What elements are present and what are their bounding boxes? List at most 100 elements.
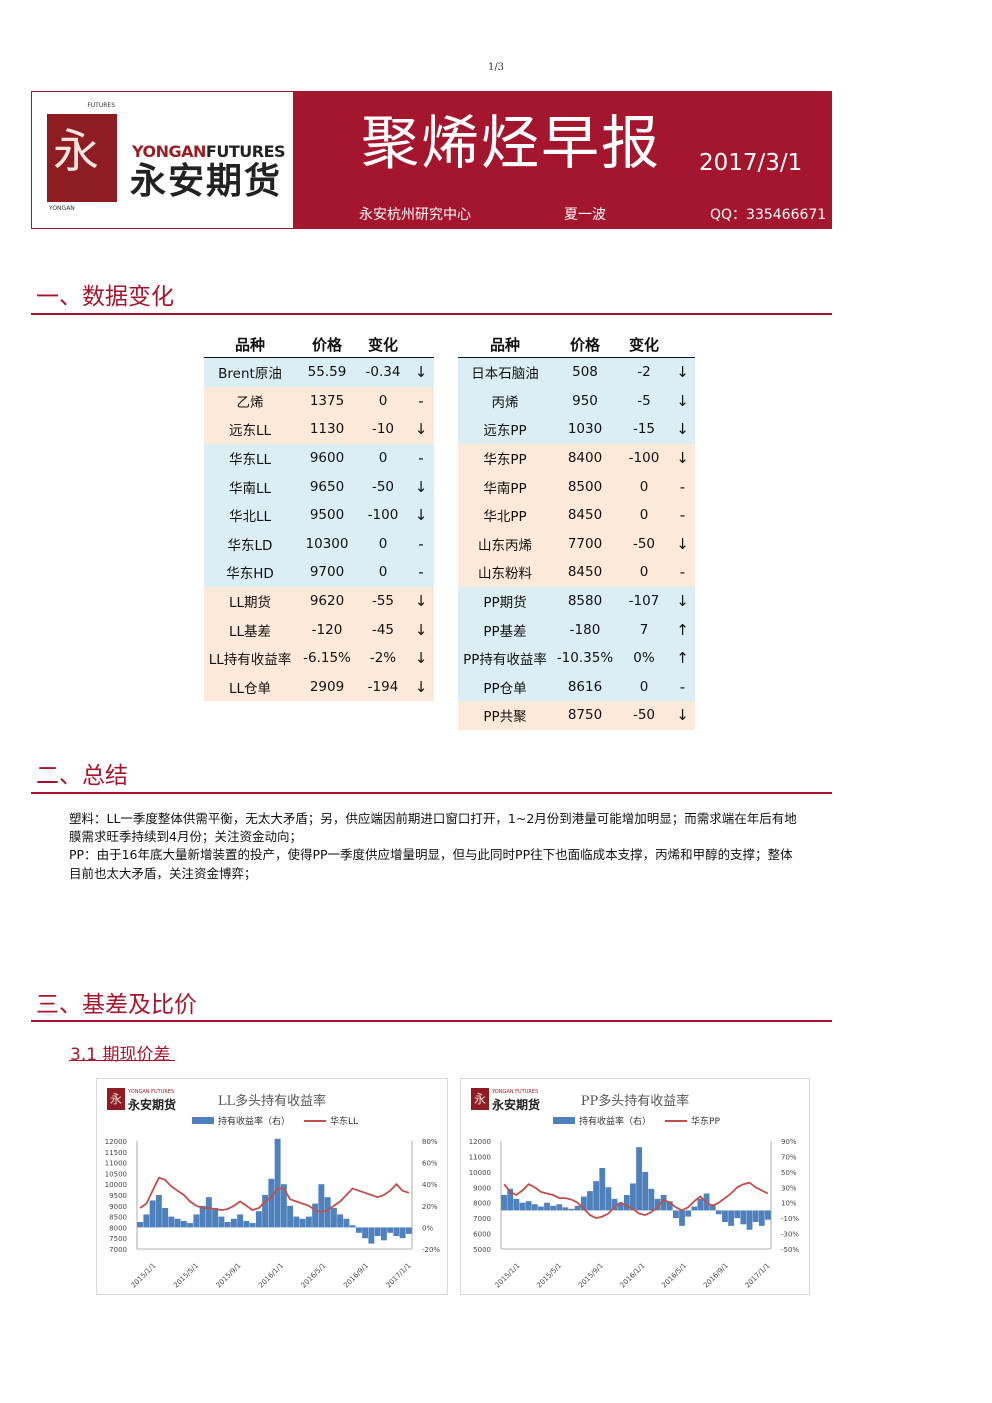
legend-line-swatch bbox=[665, 1119, 688, 1122]
report-header: FUTURES 永 YONGAN YONGANFUTURES 永安期货 聚烯烃早… bbox=[31, 91, 832, 229]
left-data-table: 品种 价格 变化 Brent原油 55.59 -0.34 ↓ 乙烯 1375 0- 远东LL 1… bbox=[204, 332, 434, 702]
y-left-tick-label: 7000 bbox=[109, 1246, 127, 1254]
bar-mark bbox=[262, 1195, 269, 1228]
cell-arrow: - bbox=[670, 558, 695, 587]
col-header-arrow bbox=[408, 332, 434, 358]
y-left-tick-label: 9000 bbox=[109, 1203, 127, 1211]
cell-name: 华东LL bbox=[204, 443, 296, 473]
table-row: 远东PP 1030 -15 ↓ bbox=[458, 415, 695, 444]
bar-mark bbox=[599, 1168, 606, 1211]
bar-mark bbox=[249, 1223, 256, 1228]
cell-price: -180 bbox=[552, 615, 618, 644]
table-row: 华东PP 8400 -100 ↓ bbox=[458, 443, 695, 473]
cell-change: 0% bbox=[618, 643, 670, 673]
x-tick-label: 2016/1/1 bbox=[257, 1262, 285, 1290]
cell-change: 0 bbox=[358, 443, 408, 473]
table-row: LL仓单 2909 -194 ↓ bbox=[204, 672, 434, 702]
x-tick-label: 2017/1/1 bbox=[744, 1262, 772, 1290]
bar-mark bbox=[587, 1191, 593, 1211]
chart-legend: 持有收益率（右） 华东LL bbox=[192, 1114, 358, 1127]
cell-change: -107 bbox=[618, 586, 670, 616]
chart-logo-seal-icon: 永 bbox=[471, 1088, 489, 1110]
bar-mark bbox=[199, 1205, 206, 1228]
chart-logo-cn: 永安期货 bbox=[492, 1098, 541, 1112]
bar-mark bbox=[224, 1222, 231, 1228]
section-title-summary: 二、总结 bbox=[36, 763, 128, 789]
cell-arrow: - bbox=[670, 672, 695, 702]
cell-price: 508 bbox=[552, 357, 618, 387]
bar-mark bbox=[393, 1227, 400, 1237]
table-row: LL期货 9620 -55 ↓ bbox=[204, 586, 434, 616]
cell-arrow: ↓ bbox=[670, 529, 695, 559]
bar-mark bbox=[193, 1214, 200, 1228]
y-left-tick-label: 7000 bbox=[473, 1215, 491, 1223]
cell-change: 0 bbox=[358, 558, 408, 587]
bar-mark bbox=[280, 1184, 287, 1228]
legend-bar-label: 持有收益率（右） bbox=[218, 1117, 291, 1127]
cell-name: 华南PP bbox=[458, 472, 552, 501]
cell-arrow: ↓ bbox=[670, 443, 695, 473]
section-divider bbox=[31, 1020, 832, 1022]
cell-arrow: - bbox=[408, 386, 434, 416]
bar-mark bbox=[230, 1218, 237, 1228]
bar-mark bbox=[374, 1227, 381, 1237]
table-row: 远东LL 1130 -10 ↓ bbox=[204, 415, 434, 444]
cell-name: 华北LL bbox=[204, 500, 296, 530]
summary-plastic: 塑料：LL一季度整体供需平衡，无太大矛盾；另，供应端因前期进口窗口打开，1~2月… bbox=[69, 811, 797, 845]
cell-arrow: ↑ bbox=[670, 643, 695, 673]
bar-mark bbox=[574, 1205, 581, 1211]
bar-mark bbox=[243, 1220, 250, 1228]
logo-en-yongan: YONGAN bbox=[132, 142, 206, 161]
x-tick-label: 2016/1/1 bbox=[619, 1262, 647, 1290]
bar-mark bbox=[758, 1210, 765, 1226]
chart-legend: 持有收益率（右） 华东PP bbox=[553, 1114, 720, 1127]
bar-mark bbox=[274, 1138, 281, 1228]
cell-price: 1130 bbox=[296, 415, 358, 444]
y-right-tick-label: 60% bbox=[422, 1160, 438, 1168]
bar-mark bbox=[330, 1207, 337, 1228]
bar-mark bbox=[237, 1214, 244, 1228]
cell-price: 8616 bbox=[552, 672, 618, 702]
table-row: 丙烯 950 -5 ↓ bbox=[458, 386, 695, 416]
cell-change: -50 bbox=[618, 529, 670, 559]
bar-mark bbox=[507, 1188, 514, 1211]
table-row: 华东HD 9700 0- bbox=[204, 558, 434, 587]
bar-mark bbox=[642, 1171, 649, 1211]
cell-name: 山东丙烯 bbox=[458, 529, 552, 559]
cell-arrow: ↓ bbox=[670, 586, 695, 616]
cell-change: -10 bbox=[358, 415, 408, 444]
cell-arrow: ↓ bbox=[408, 472, 434, 501]
y-left-tick-label: 8000 bbox=[473, 1200, 491, 1208]
bar-mark bbox=[318, 1184, 325, 1228]
y-left-tick-label: 11500 bbox=[105, 1149, 127, 1157]
bar-mark bbox=[380, 1227, 387, 1241]
table-row: PP基差 -180 7 ↑ bbox=[458, 615, 695, 644]
bar-mark bbox=[405, 1227, 412, 1234]
cell-arrow: ↓ bbox=[408, 357, 434, 387]
series-line bbox=[139, 1176, 410, 1214]
bar-mark bbox=[611, 1198, 618, 1211]
bar-mark bbox=[143, 1214, 150, 1228]
y-left-tick-label: 7500 bbox=[109, 1235, 127, 1243]
cell-arrow: ↓ bbox=[670, 415, 695, 444]
cell-price: -120 bbox=[296, 615, 358, 644]
title-banner: 聚烯烃早报 2017/3/1 永安杭州研究中心 夏一波 QQ：335466671 bbox=[293, 92, 831, 228]
cell-arrow: ↓ bbox=[670, 701, 695, 730]
x-tick-label: 2016/5/1 bbox=[660, 1262, 688, 1290]
cell-name: PP仓单 bbox=[458, 672, 552, 702]
bar-mark bbox=[740, 1210, 747, 1225]
cell-price: 2909 bbox=[296, 672, 358, 702]
bar-mark bbox=[752, 1210, 759, 1222]
y-left-tick-label: 9000 bbox=[473, 1184, 491, 1192]
cell-change: 0 bbox=[358, 386, 408, 416]
cell-name: 乙烯 bbox=[204, 386, 296, 416]
y-left-tick-label: 8500 bbox=[109, 1214, 127, 1222]
bar-mark bbox=[715, 1210, 722, 1215]
chart-logo: 永 YONGAN FUTURES 永安期货 bbox=[107, 1088, 177, 1112]
bar-mark bbox=[568, 1208, 575, 1211]
bar-mark bbox=[672, 1210, 679, 1219]
cell-price: 8500 bbox=[552, 472, 618, 501]
y-right-tick-label: -50% bbox=[781, 1246, 799, 1254]
table-row: LL持有收益率 -6.15% -2% ↓ bbox=[204, 643, 434, 673]
cell-price: 9500 bbox=[296, 500, 358, 530]
